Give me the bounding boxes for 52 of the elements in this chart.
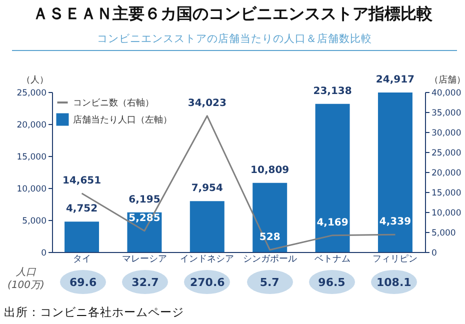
oval-badge: 270.6 — [184, 270, 230, 294]
y-tick-label: 0 — [41, 248, 46, 258]
text: 出所：コンビニ各社ホームページ — [4, 305, 184, 320]
data-label: 23,138 — [313, 86, 352, 97]
x-tick-label: シンガポール — [242, 254, 297, 264]
x-tick-label: タイ — [72, 254, 91, 264]
data-label: 14,651 — [62, 175, 102, 186]
y2-tick-label: 20,000 — [432, 168, 462, 178]
oval-badge: 5.7 — [246, 270, 293, 294]
y-tick-label: 25,000 — [16, 88, 46, 98]
x-tick-label: フィリピン — [372, 254, 418, 264]
data-label: 4,339 — [379, 216, 412, 228]
text: 人口 (100万) — [6, 266, 46, 292]
chart-title: ＡＳＥＡＮ主要６カ国のコンビニエンスストア指標比較 — [32, 4, 434, 25]
bar — [378, 92, 412, 252]
data-label: 34,023 — [188, 98, 226, 109]
data-label: 24,917 — [376, 74, 415, 86]
bar — [252, 182, 288, 252]
data-label: 528 — [259, 232, 280, 243]
legend-label: 店舗当たり人口（左軸） — [73, 114, 172, 126]
x-tick-label: マレーシア — [122, 254, 167, 264]
y2-tick-label: 35,000 — [432, 108, 462, 118]
oval-badge: 32.7 — [122, 270, 168, 294]
y2-tick-label: 0 — [432, 248, 437, 258]
bar — [315, 104, 350, 252]
x-tick-label: ベトナム — [314, 254, 351, 264]
y2-tick-label: 15,000 — [432, 188, 462, 198]
oval-badge: 69.6 — [60, 270, 106, 294]
bar — [64, 222, 100, 252]
data-label: 5,285 — [128, 212, 160, 224]
y-tick-label: 15,000 — [16, 152, 46, 162]
data-label: 6,195 — [128, 194, 160, 206]
y-tick-label: 10,000 — [16, 184, 46, 194]
data-label: 4,169 — [316, 217, 348, 228]
y2-tick-label: 5,000 — [432, 228, 456, 238]
y-tick-label: 5,000 — [22, 216, 46, 226]
chart-subtitle: コンビニエンスストアの店舗当たりの人口＆店舗数比較 — [12, 32, 457, 51]
y2-tick-label: 30,000 — [432, 128, 462, 138]
data-label: 7,954 — [191, 183, 224, 194]
y2-tick-label: 40,000 — [432, 88, 462, 98]
x-tick-label: インドネシア — [180, 254, 234, 264]
oval-badge: 108.1 — [370, 270, 417, 294]
data-label: 10,809 — [250, 164, 290, 176]
y2-tick-label: 25,000 — [432, 148, 462, 158]
y2-axis-title: （店舗） — [430, 74, 465, 86]
y-axis-title: （人） — [22, 74, 48, 86]
y-tick-label: 20,000 — [16, 120, 46, 130]
y2-tick-label: 10,000 — [432, 208, 462, 218]
legend-label: コンビニ数（右軸） — [73, 98, 154, 108]
oval-badge: 96.5 — [308, 270, 355, 294]
data-label: 4,752 — [66, 204, 98, 215]
bar — [190, 201, 224, 252]
